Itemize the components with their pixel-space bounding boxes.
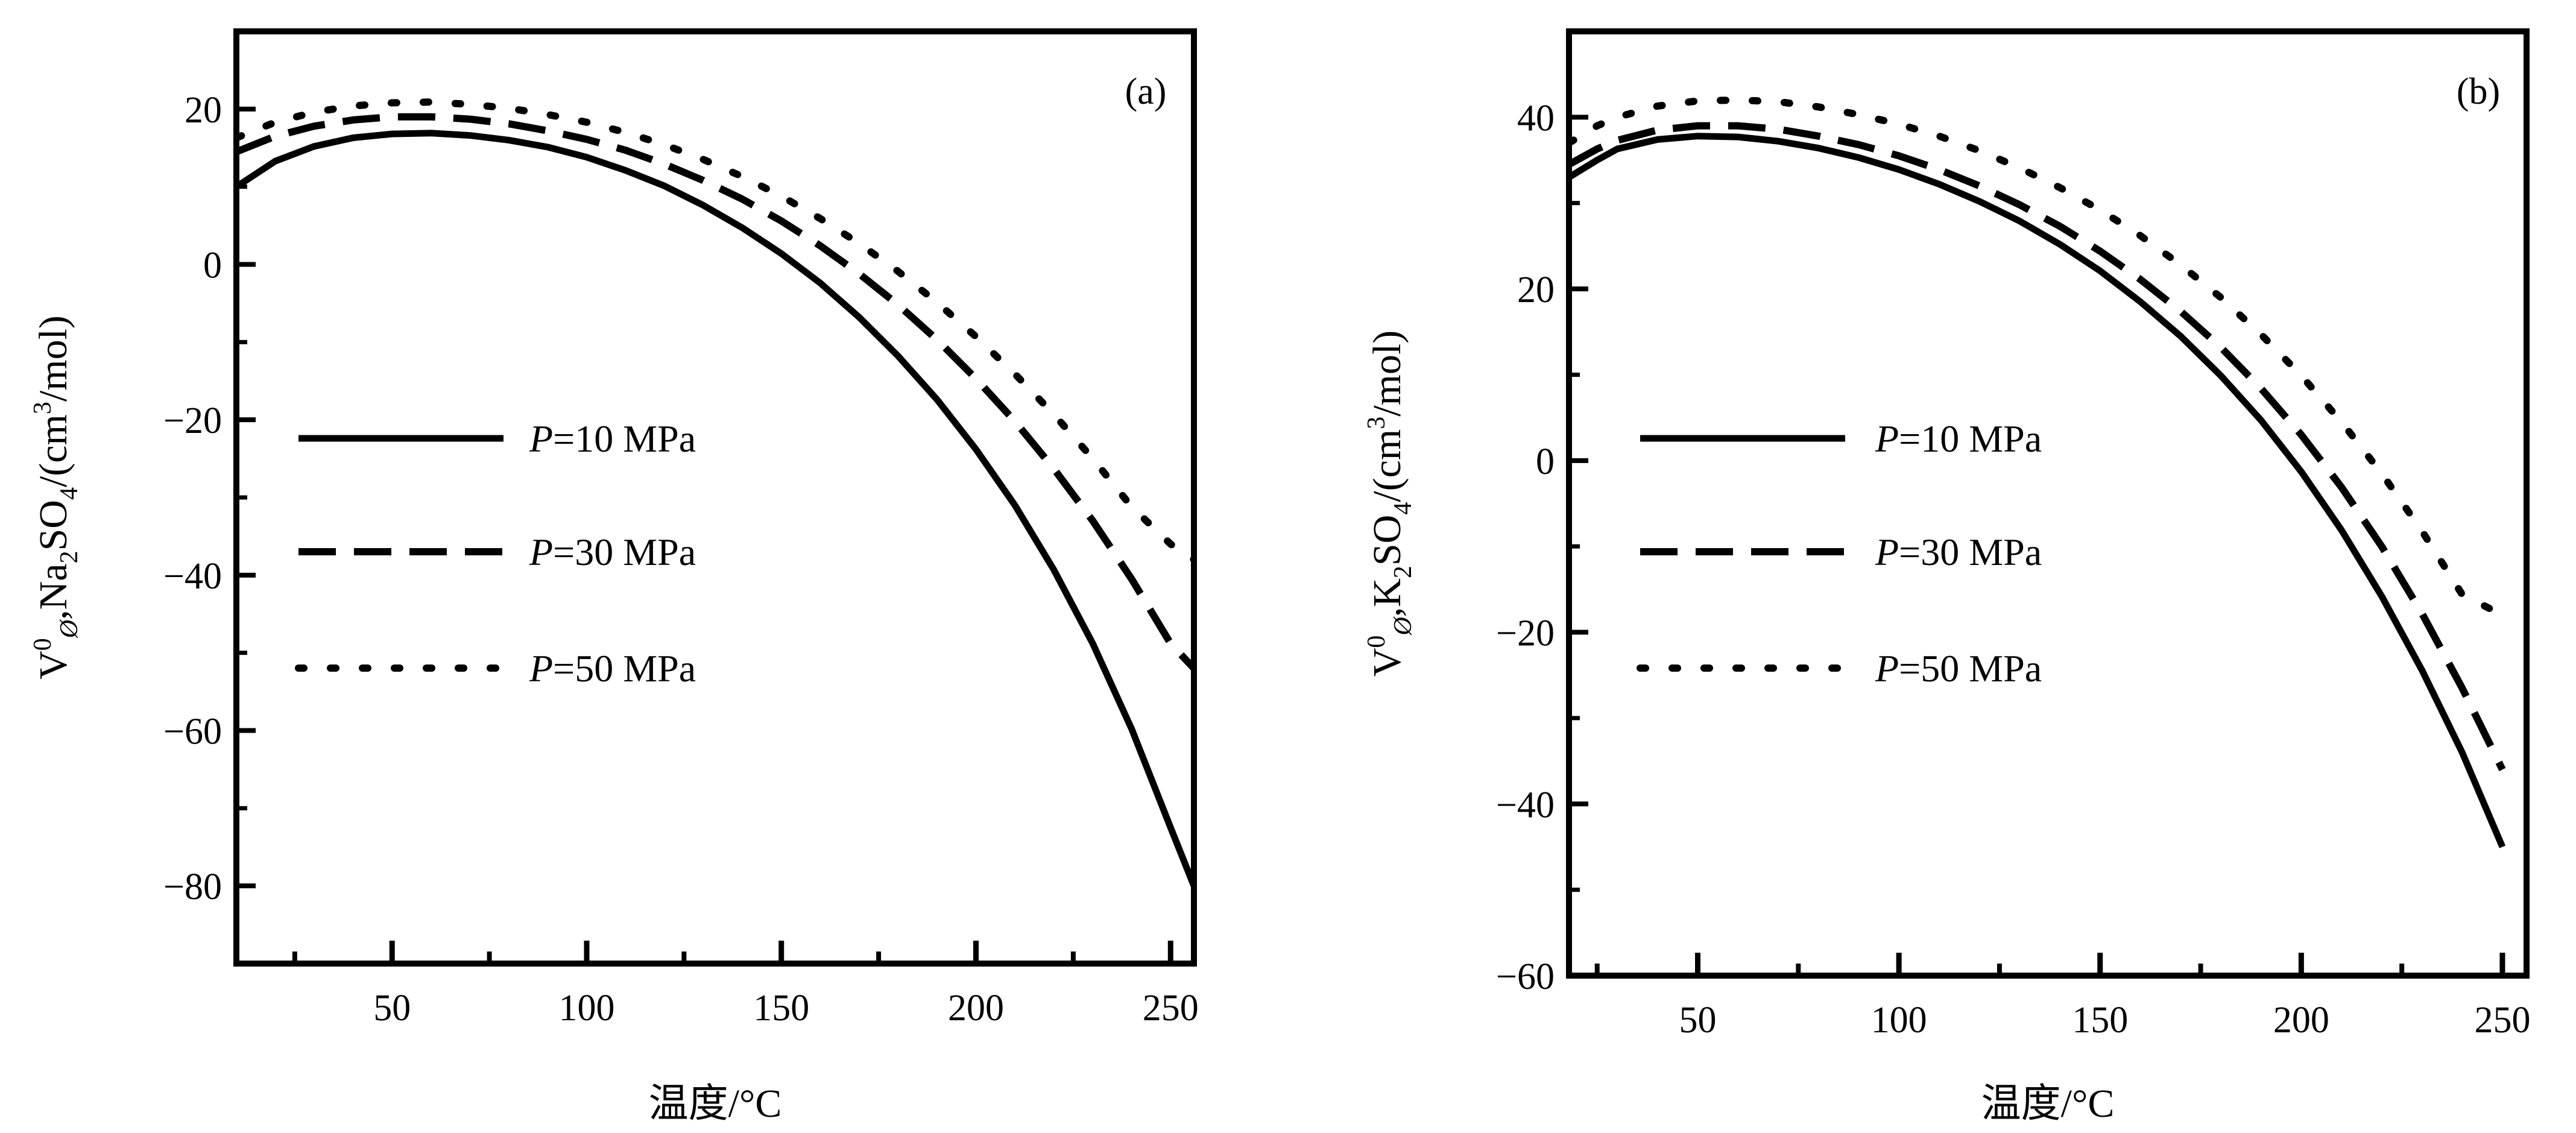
- x-tick-label: 150: [753, 988, 809, 1029]
- legend-label: P=50 MPa: [1875, 647, 2042, 690]
- panel-label: (a): [1125, 71, 1167, 112]
- y-tick-label: 20: [185, 90, 222, 131]
- chart-panel-b: 50 100 150 200 25040200−20−40−60(b)温度/°CV0Ø,…: [1363, 28, 2530, 1126]
- y-tick-label: 0: [1536, 441, 1555, 482]
- y-tick-label: −80: [163, 866, 222, 907]
- y-tick-label: −60: [163, 712, 222, 753]
- x-tick-label: 100: [1871, 1000, 1927, 1041]
- x-axis-title: 温度/°C: [1981, 1082, 2115, 1126]
- x-tick-label: 200: [948, 988, 1004, 1029]
- plot-frame: [233, 28, 1197, 967]
- y-tick-label: −60: [1496, 956, 1555, 997]
- legend-label: P=10 MPa: [1875, 417, 2042, 460]
- series-line-dashed: [236, 113, 1194, 671]
- x-tick-label: 50: [1679, 1000, 1717, 1041]
- x-tick-label: 250: [2474, 1000, 2530, 1041]
- x-tick-label: 250: [1143, 988, 1199, 1029]
- series-line-solid: [236, 130, 1194, 888]
- series-line-dotted: [236, 98, 1194, 564]
- legend-label: P=30 MPa: [1875, 531, 2042, 573]
- x-axis-title: 温度/°C: [649, 1082, 782, 1126]
- panel-label: (b): [2457, 71, 2500, 112]
- y-tick-label: 20: [1517, 270, 1555, 311]
- y-tick-label: −40: [1496, 784, 1555, 825]
- y-tick-label: −20: [1496, 613, 1555, 654]
- y-tick-label: −20: [163, 400, 222, 441]
- x-tick-label: 150: [2072, 1000, 2128, 1041]
- legend-label: P=50 MPa: [529, 647, 696, 690]
- series-line-solid: [1569, 133, 2506, 848]
- series-layer: [1569, 96, 2506, 848]
- y-tick-label: −40: [163, 556, 222, 597]
- plot-frame: [1566, 28, 2530, 979]
- y-axis-title: V0Ø,Na2SO4/(cm3/mol): [29, 315, 83, 680]
- x-tick-label: 100: [558, 988, 614, 1029]
- y-tick-label: 0: [203, 245, 222, 286]
- legend-label: P=30 MPa: [529, 531, 696, 573]
- y-axis-title: V0Ø,K2SO4/(cm3/mol): [1363, 330, 1417, 677]
- legend-label: P=10 MPa: [529, 417, 696, 460]
- series-layer: [236, 98, 1194, 888]
- chart-panel-a: 50 100 150 200 250200−20−40−60−80(a)温度/°CV0Ø…: [29, 28, 1199, 1126]
- x-tick-label: 50: [373, 988, 411, 1029]
- x-tick-label: 200: [2273, 1000, 2329, 1041]
- y-tick-label: 40: [1517, 98, 1555, 139]
- series-line-dashed: [1569, 122, 2506, 771]
